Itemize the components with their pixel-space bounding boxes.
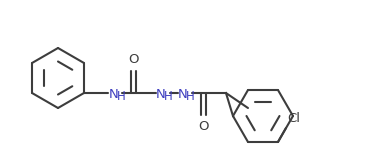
Text: O: O [199, 120, 209, 133]
Text: Cl: Cl [287, 112, 300, 125]
Text: H: H [117, 90, 126, 103]
Text: N: N [109, 87, 119, 100]
Text: H: H [164, 90, 173, 103]
Text: N: N [156, 87, 166, 100]
Text: O: O [129, 53, 139, 66]
Text: N: N [178, 87, 188, 100]
Text: H: H [186, 90, 195, 103]
